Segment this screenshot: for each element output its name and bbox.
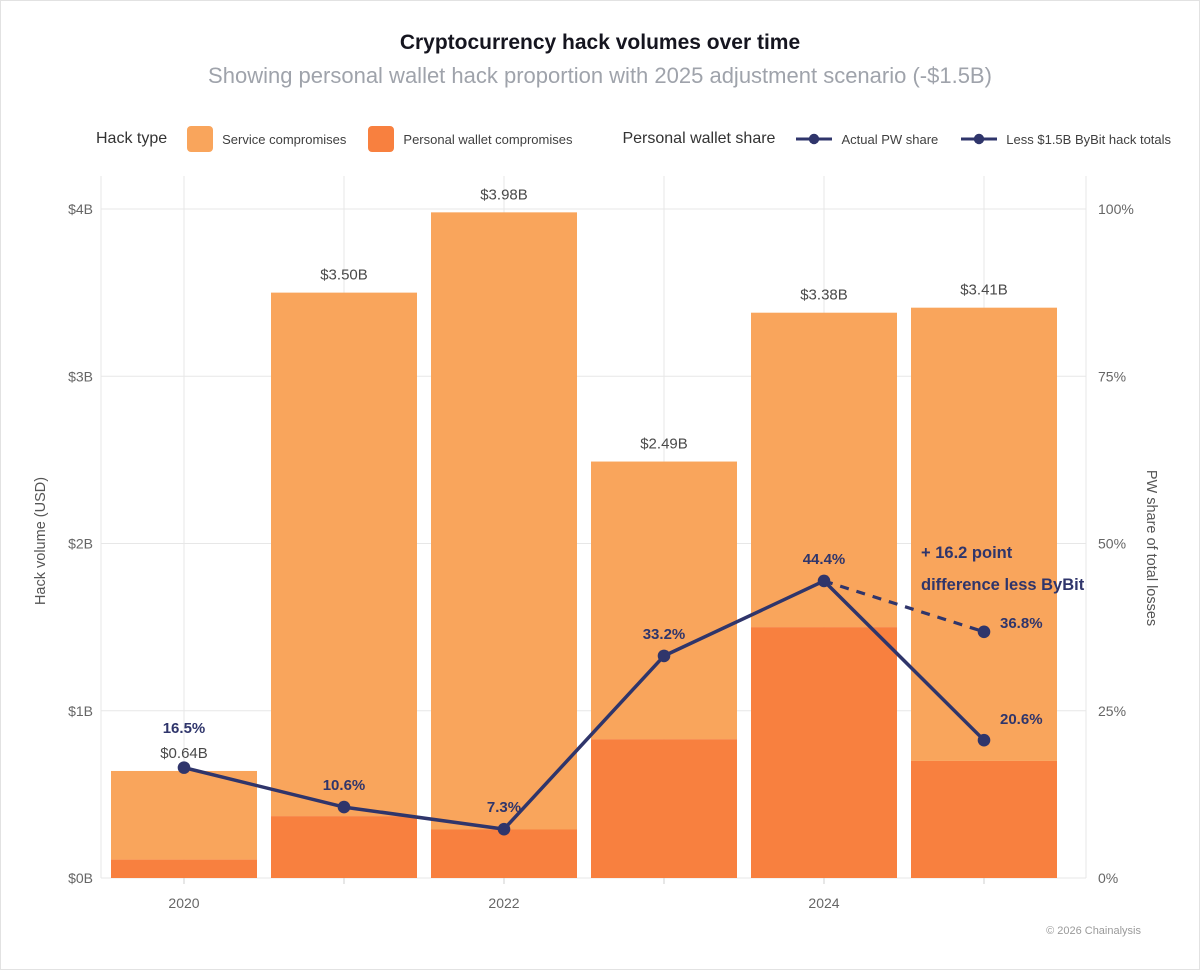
legend-hack-type-label: Hack type [96, 130, 168, 147]
left-axis-title: Hack volume (USD) [33, 477, 49, 605]
service-swatch-icon [187, 126, 214, 152]
pct-label-scenario: 36.8% [1000, 615, 1043, 632]
line-point [497, 822, 511, 836]
legend-item-less-bybit: Less $1.5B ByBit hack totals [960, 132, 1171, 147]
line-point [977, 733, 991, 747]
left-axis-tick-label: $4B [68, 201, 93, 217]
line-point [657, 649, 671, 663]
left-axis-tick-label: $0B [68, 870, 93, 886]
right-axis-tick-label: 25% [1098, 703, 1126, 719]
line-point [337, 800, 351, 814]
legend-item-service: Service compromises [187, 126, 346, 152]
right-axis-tick-label: 0% [1098, 870, 1118, 886]
left-axis-tick-label: $1B [68, 703, 93, 719]
line-point [817, 574, 831, 588]
bar-service-2025 [911, 307, 1057, 761]
bar-total-label: $0.64B [160, 745, 208, 762]
bar-personal-2021 [271, 816, 417, 878]
pct-label: 33.2% [643, 626, 686, 643]
legend-label-personal-wallet: Personal wallet compromises [403, 131, 573, 147]
x-axis-tick-label: 2022 [488, 895, 519, 911]
line-dot-marker-icon [796, 133, 833, 145]
pct-label: 10.6% [323, 777, 366, 794]
bar-total-label: $3.50B [320, 267, 368, 284]
legend-label-less-bybit: Less $1.5B ByBit hack totals [1006, 131, 1172, 147]
bar-personal-2022 [431, 829, 577, 878]
annotation-line2: difference less ByBit [921, 576, 1085, 594]
left-axis-tick-label: $2B [68, 536, 93, 552]
chart-subtitle: Showing personal wallet hack proportion … [208, 63, 992, 88]
right-axis-tick-label: 100% [1098, 201, 1134, 217]
bar-total-label: $3.98B [480, 186, 528, 203]
pct-label: 7.3% [487, 799, 521, 816]
line-dot-marker-icon [961, 133, 998, 145]
chart-title: Cryptocurrency hack volumes over time [399, 31, 801, 54]
left-axis-tick-label: $3B [68, 368, 93, 384]
legend-item-personal-wallet: Personal wallet compromises [368, 126, 572, 152]
legend-pw-share-label: Personal wallet share [622, 130, 776, 147]
right-axis-tick-label: 50% [1098, 536, 1126, 552]
bar-total-label: $3.41B [960, 282, 1008, 299]
less-bybit-dashed-line [823, 579, 985, 634]
x-axis-tick-label: 2024 [808, 895, 839, 911]
bar-service-2021 [271, 292, 417, 817]
bar-service-2020 [111, 770, 257, 860]
copyright-text: © 2026 Chainalysis [1046, 925, 1141, 937]
bar-service-2023 [591, 461, 737, 740]
bar-personal-2023 [591, 739, 737, 878]
legend: Hack type Service compromises Personal w… [96, 123, 1171, 155]
bar-personal-2020 [111, 859, 257, 878]
pct-label: 20.6% [1000, 711, 1043, 728]
legend-label-actual-pw-share: Actual PW share [841, 131, 939, 147]
right-axis-title: PW share of total losses [1143, 470, 1159, 626]
line-point [177, 761, 191, 774]
x-axis-tick-label: 2020 [168, 895, 199, 911]
legend-item-actual-pw-share: Actual PW share [795, 132, 938, 147]
pct-label: 44.4% [803, 551, 846, 568]
bar-total-label: $2.49B [640, 436, 688, 453]
pct-label: 16.5% [163, 720, 206, 737]
annotation-line1: + 16.2 point [921, 544, 1013, 562]
legend-label-service: Service compromises [222, 131, 347, 147]
bar-service-2022 [431, 212, 577, 830]
line-point-scenario [977, 625, 991, 639]
bar-personal-2025 [911, 760, 1057, 878]
bar-total-label: $3.38B [800, 287, 848, 304]
personal-wallet-swatch-icon [368, 126, 395, 152]
right-axis-tick-label: 75% [1098, 368, 1126, 384]
bar-personal-2024 [751, 627, 897, 878]
actual-pw-share-line [183, 579, 986, 831]
